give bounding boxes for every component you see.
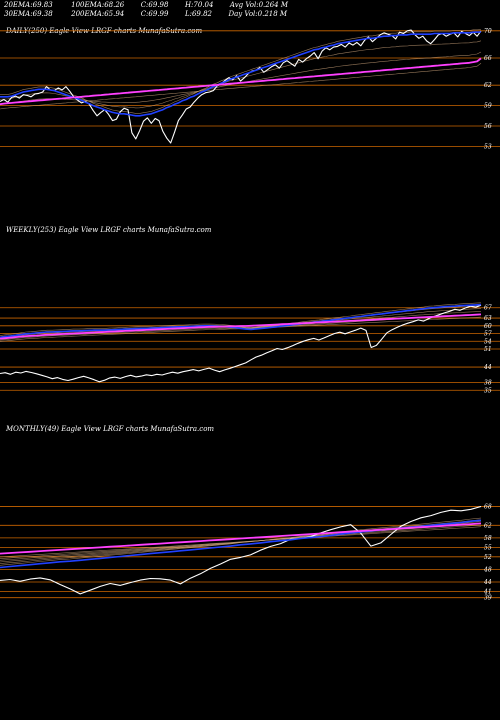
day-vol-label: Day Vol: <box>228 10 258 18</box>
close-label: C: <box>140 1 149 9</box>
y-tick-label: 39 <box>484 595 492 602</box>
y-tick-label: 54 <box>484 338 492 345</box>
ema-fast-line <box>0 31 482 117</box>
ema20-value: 69.83 <box>32 1 53 9</box>
ema200-label: 200EMA: <box>71 10 105 18</box>
avg-vol-value: 0.264 M <box>258 1 289 9</box>
day-vol-value: 0.218 M <box>257 10 288 18</box>
y-tick-label: 60 <box>484 323 492 330</box>
avg-vol-label: Avg Vol: <box>229 1 259 9</box>
y-tick-label: 68 <box>484 503 492 510</box>
ma-bundle-line <box>0 29 482 114</box>
price-line <box>0 304 482 383</box>
y-tick-label: 62 <box>484 522 492 529</box>
y-tick-label: 67 <box>484 305 492 312</box>
price-line <box>0 29 482 144</box>
ema20-label: 20EMA: <box>4 1 33 9</box>
low-label: L: <box>184 10 192 18</box>
y-tick-label: 44 <box>483 579 492 586</box>
y-tick-label: 58 <box>484 535 492 542</box>
y-tick-label: 56 <box>484 123 492 130</box>
price-line <box>0 505 482 595</box>
ema30-label: 30EMA: <box>4 10 33 18</box>
indicator-header-row-1: 20EMA:69.83 100EMA:68.26 C:69.98 H:70.04… <box>4 1 288 9</box>
y-tick-label: 55 <box>484 544 492 551</box>
ema200-value: 65.94 <box>104 10 125 18</box>
ema30-value: 69.38 <box>32 10 53 18</box>
indicator-header-row-2: 30EMA:69.38 200EMA:65.94 C:69.99 L:69.82… <box>4 10 287 18</box>
y-tick-label: 57 <box>484 331 492 338</box>
ema100-label: 100EMA: <box>71 1 105 9</box>
close-label-2: C: <box>140 10 149 18</box>
y-tick-label: 63 <box>484 315 492 322</box>
ema-slow-line <box>0 313 482 340</box>
y-tick-label: 38 <box>484 380 492 387</box>
y-tick-label: 35 <box>484 387 492 394</box>
daily-panel: 70 66 62 59 56 53 <box>0 28 500 150</box>
weekly-chart-title: WEEKLY(253) Eagle View LRGF charts Munaf… <box>6 226 212 234</box>
ema-slow-line <box>0 57 482 106</box>
close-value: 69.98 <box>148 1 169 9</box>
y-tick-label: 62 <box>484 82 492 89</box>
y-tick-label: 59 <box>484 103 492 110</box>
y-tick-label: 70 <box>484 28 492 35</box>
high-label: H: <box>184 1 194 9</box>
y-tick-label: 66 <box>484 55 492 62</box>
close-value-2: 69.99 <box>148 10 169 18</box>
monthly-chart-title: MONTHLY(49) Eagle View LRGF charts Munaf… <box>6 425 215 433</box>
low-value: 69.82 <box>191 10 212 18</box>
y-tick-label: 44 <box>483 364 492 371</box>
y-tick-label: 41 <box>483 588 492 595</box>
ma-bundle-line <box>0 40 482 109</box>
ma-bundle-line <box>0 62 482 110</box>
y-tick-label: 53 <box>484 143 492 150</box>
ema-fast-line <box>0 303 482 339</box>
high-value: 70.04 <box>193 1 214 9</box>
ema100-value: 68.26 <box>104 1 125 9</box>
y-tick-label: 51 <box>484 346 492 353</box>
ma-bundle-line <box>0 308 482 339</box>
y-tick-label: 48 <box>483 566 492 573</box>
y-tick-label: 52 <box>484 554 492 561</box>
ma-bundle-line <box>0 524 482 559</box>
ema-slow-line <box>0 522 482 555</box>
